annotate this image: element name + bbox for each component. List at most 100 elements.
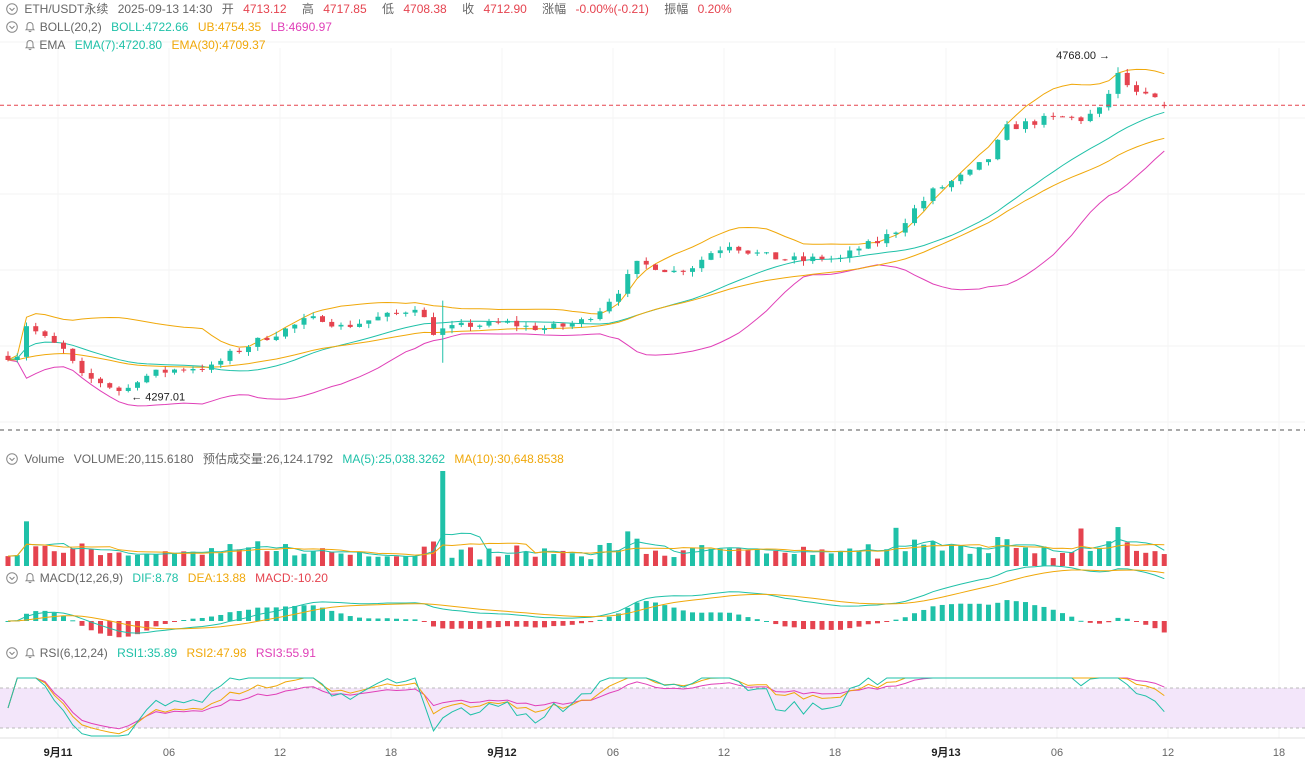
macd-histogram-bar — [116, 621, 122, 638]
bell-icon[interactable] — [24, 647, 36, 659]
candle-body — [384, 312, 390, 317]
volume-bar — [588, 559, 594, 566]
volume-bar — [384, 556, 390, 566]
macd-histogram-bar — [514, 621, 520, 627]
candle-body — [801, 256, 806, 262]
high-label: 高 — [301, 2, 314, 16]
candle-body — [209, 364, 214, 370]
collapse-chevron-icon[interactable] — [6, 572, 18, 584]
bell-icon[interactable] — [24, 39, 36, 51]
macd-histogram-bar — [1078, 620, 1084, 622]
volume-bar — [949, 545, 954, 566]
macd-histogram-bar — [828, 621, 834, 630]
macd-histogram-bar — [847, 621, 853, 629]
volume-bar — [967, 553, 973, 566]
x-tick-label: 9月13 — [931, 746, 960, 759]
volume-bar — [79, 543, 85, 566]
candle-body — [486, 321, 492, 326]
volume-bar — [995, 537, 1001, 566]
bell-icon[interactable] — [24, 572, 36, 584]
macd-histogram-bar — [403, 619, 409, 621]
candle-body — [634, 260, 640, 275]
macd-label: MACD(12,26,9) — [39, 571, 124, 585]
candle-body — [523, 325, 529, 327]
candle-body — [116, 387, 122, 391]
candle-body — [301, 318, 307, 325]
volume-bar — [1143, 552, 1149, 566]
boll-lb-value: LB:4690.97 — [270, 20, 332, 34]
x-tick-label: 18 — [1273, 747, 1285, 759]
ema30-value: EMA(30):4709.37 — [171, 38, 266, 52]
volume-bar — [828, 553, 834, 566]
candle-body — [736, 246, 742, 251]
candle-body — [88, 373, 94, 379]
volume-bar — [634, 538, 640, 566]
volume-bar — [847, 548, 853, 566]
macd-histogram-bar — [1106, 621, 1112, 623]
volume-bar — [902, 551, 908, 566]
candle-body — [338, 324, 344, 327]
candle-body — [986, 159, 991, 163]
macd-histogram-bar — [995, 602, 1001, 621]
macd-histogram-bar — [634, 602, 640, 621]
candle-body — [958, 174, 964, 182]
volume-bar — [172, 552, 177, 566]
candle-body — [579, 319, 584, 324]
candle-body — [1143, 91, 1149, 94]
collapse-chevron-icon[interactable] — [6, 21, 18, 33]
candle-body — [708, 253, 714, 260]
volume-bar — [1023, 547, 1028, 566]
macd-histogram-bar — [384, 618, 390, 621]
volume-bar — [1060, 552, 1065, 566]
candle-body — [902, 223, 908, 233]
candle-body — [976, 162, 982, 170]
volume-bar — [1050, 558, 1056, 566]
volume-bar — [357, 552, 362, 566]
collapse-chevron-icon[interactable] — [6, 453, 18, 465]
volume-bar — [717, 548, 723, 566]
macd-dea-line — [7, 569, 1165, 630]
volume-bar — [1013, 547, 1019, 566]
volume-bar — [394, 556, 399, 566]
candle-body — [967, 169, 973, 175]
candle-body — [495, 321, 501, 323]
volume-bar — [255, 541, 261, 566]
macd-histogram-bar — [486, 621, 492, 628]
macd-histogram-bar — [912, 613, 917, 621]
bell-icon[interactable] — [24, 21, 36, 33]
candle-body — [135, 382, 140, 388]
candle-body — [560, 323, 566, 327]
candle-body — [643, 260, 649, 265]
macd-histogram-bar — [338, 613, 344, 621]
volume-bar — [329, 551, 335, 566]
candle-body — [930, 188, 936, 201]
collapse-chevron-icon[interactable] — [6, 647, 18, 659]
candle-body — [218, 360, 224, 365]
macd-histogram-bar — [976, 603, 982, 621]
volume-bar — [745, 549, 751, 566]
candle-body — [5, 355, 11, 360]
volume-bar — [958, 545, 964, 566]
candle-body — [551, 323, 557, 329]
macd-histogram-bar — [320, 607, 325, 621]
candle-body — [680, 270, 686, 272]
macd-histogram-bar — [1013, 601, 1019, 621]
macd-histogram-bar — [1097, 621, 1102, 624]
x-tick-label: 06 — [163, 747, 175, 759]
volume-legend: Volume VOLUME:20,115.6180 预估成交量:26,124.1… — [6, 451, 570, 467]
candle-body — [1004, 124, 1010, 140]
macd-histogram-bar — [754, 619, 760, 621]
macd-histogram-bar — [579, 621, 584, 624]
x-tick-label: 18 — [385, 747, 397, 759]
macd-dif-line — [7, 565, 1165, 634]
macd-histogram-bar — [551, 621, 557, 627]
candle-body — [403, 312, 409, 314]
collapse-chevron-icon[interactable] — [6, 3, 18, 15]
ema-legend: EMA EMA(7):4720.80 EMA(30):4709.37 — [24, 37, 272, 53]
candle-body — [782, 259, 788, 261]
macd-histogram-bar — [727, 612, 732, 621]
close-value: 4712.90 — [483, 2, 527, 16]
volume-bar — [421, 546, 427, 566]
macd-histogram-bar — [801, 621, 806, 630]
